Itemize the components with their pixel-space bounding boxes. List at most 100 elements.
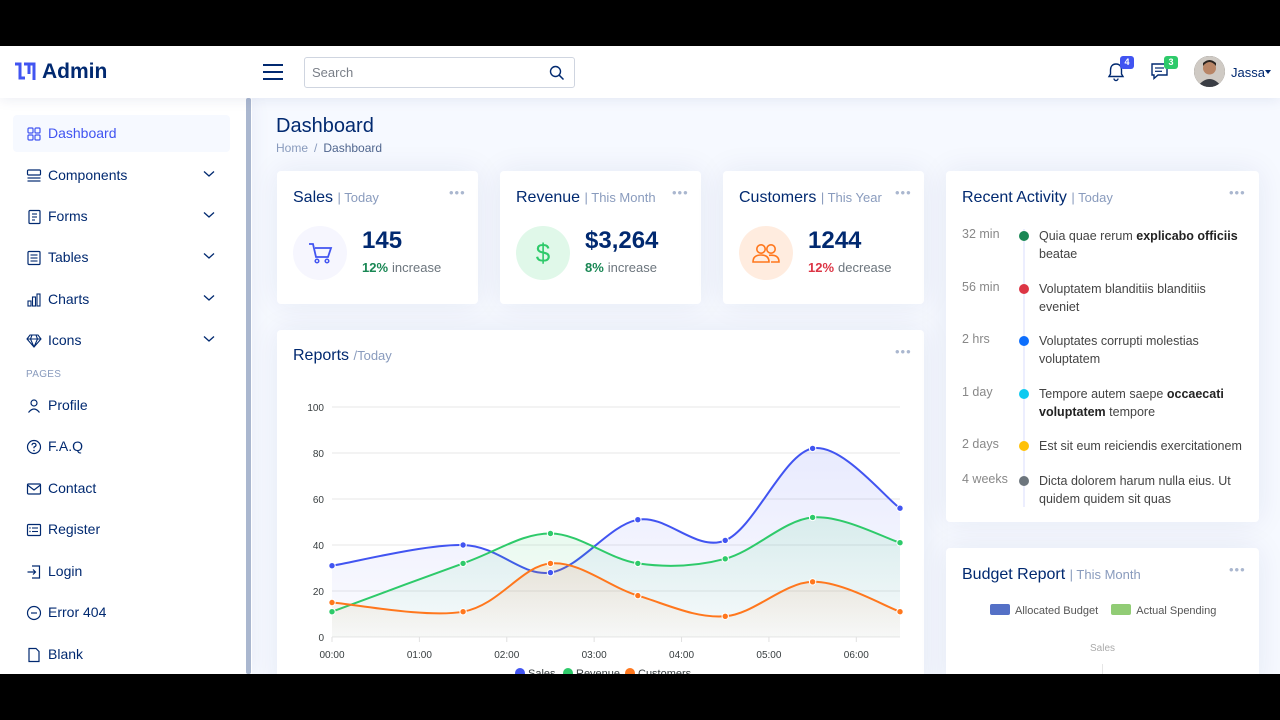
sidebar-item-forms[interactable]: Forms bbox=[13, 198, 230, 235]
card-title: Sales | Today bbox=[293, 189, 379, 206]
x-tick-label: 06:00 bbox=[844, 650, 869, 661]
more-options-icon[interactable]: ••• bbox=[449, 185, 466, 200]
card-title: Customers | This Year bbox=[739, 189, 882, 206]
legend-label-revenue: Revenue bbox=[576, 668, 620, 674]
sidebar-heading-pages: PAGES bbox=[26, 369, 62, 380]
chevron-down-icon bbox=[203, 171, 215, 177]
sidebar-item-tables[interactable]: Tables bbox=[13, 239, 230, 276]
sidebar-item-components[interactable]: Components bbox=[13, 157, 230, 194]
file-icon bbox=[28, 647, 40, 663]
more-options-icon[interactable]: ••• bbox=[1229, 185, 1246, 200]
logo[interactable]: Admin bbox=[14, 60, 107, 84]
sidebar-item-login[interactable]: Login bbox=[13, 553, 230, 590]
activity-text: Voluptates corrupti molestias voluptatem bbox=[1039, 334, 1199, 366]
sidebar-item-profile[interactable]: Profile bbox=[13, 387, 230, 424]
timeline-line bbox=[1023, 229, 1025, 507]
more-options-icon[interactable]: ••• bbox=[895, 185, 912, 200]
sidebar-item-dashboard[interactable]: Dashboard bbox=[13, 115, 230, 152]
currency-dollar-icon: $ bbox=[516, 226, 570, 280]
activity-text: Tempore autem saepe occaecati voluptatem… bbox=[1039, 387, 1224, 419]
data-point-customers bbox=[634, 591, 642, 600]
search-input[interactable] bbox=[305, 58, 541, 87]
data-point-sales bbox=[721, 536, 729, 545]
search-icon[interactable] bbox=[549, 65, 565, 81]
data-point-revenue bbox=[634, 559, 642, 568]
data-point-sales bbox=[459, 541, 467, 549]
sidebar-item-label: Contact bbox=[48, 480, 97, 496]
budget-report-card: Budget Report | This Month ••• Allocated… bbox=[946, 548, 1259, 674]
legend-marker-revenue bbox=[563, 668, 573, 674]
chevron-down-icon bbox=[203, 253, 215, 259]
bell-icon bbox=[1107, 63, 1125, 82]
user-name[interactable]: Jassa bbox=[1231, 65, 1265, 80]
series-area-customers bbox=[332, 563, 900, 637]
legend-label-customers: Customers bbox=[638, 668, 692, 674]
chevron-down-icon bbox=[203, 212, 215, 218]
envelope-icon bbox=[26, 483, 42, 495]
people-icon bbox=[739, 226, 793, 280]
data-point-revenue bbox=[721, 555, 729, 563]
activity-text: Quia quae rerum explicabo officiis beata… bbox=[1039, 229, 1238, 261]
sales-value: 145 bbox=[362, 227, 403, 254]
sidebar-item-error-404[interactable]: Error 404 bbox=[13, 594, 230, 631]
breadcrumb: Home / Dashboard bbox=[276, 141, 383, 155]
data-point-customers bbox=[546, 559, 555, 568]
menu-button-icon bbox=[26, 169, 42, 182]
data-point-customers bbox=[328, 598, 336, 607]
notifications-button[interactable]: 4 bbox=[1107, 56, 1134, 87]
caret-down-icon[interactable] bbox=[1265, 70, 1271, 74]
sidebar-item-register[interactable]: Register bbox=[13, 511, 230, 548]
chevron-down-icon bbox=[203, 336, 215, 342]
legend-label-sales: Sales bbox=[528, 668, 556, 674]
sidebar-item-label: Profile bbox=[48, 397, 88, 413]
notifications-badge: 4 bbox=[1120, 56, 1134, 69]
y-tick-label: 20 bbox=[313, 587, 325, 598]
sidebar-item-label: Icons bbox=[48, 332, 82, 348]
card-title: Revenue | This Month bbox=[516, 189, 656, 206]
sidebar-item-faq[interactable]: F.A.Q bbox=[13, 428, 230, 465]
card-title: Budget Report | This Month bbox=[962, 566, 1141, 583]
top-header: Admin 4 3 bbox=[0, 46, 1280, 98]
sidebar-item-label: Blank bbox=[48, 646, 84, 662]
avatar[interactable] bbox=[1194, 56, 1225, 87]
customers-card: Customers | This Year ••• 1244 12% decrea… bbox=[723, 171, 924, 304]
legend-marker-customers bbox=[625, 668, 635, 674]
reports-card: Reports /Today ••• 0 20 40 60 80 100 00:00 01:0… bbox=[277, 330, 924, 674]
sidebar-scrollbar[interactable] bbox=[246, 98, 251, 674]
activity-time: 2 days bbox=[962, 437, 999, 451]
data-point-sales bbox=[328, 562, 336, 570]
x-tick-label: 03:00 bbox=[582, 650, 607, 661]
y-tick-label: 80 bbox=[313, 449, 325, 460]
data-point-sales bbox=[896, 504, 904, 512]
sidebar-item-icons[interactable]: Icons bbox=[13, 322, 230, 359]
sidebar-toggle-icon[interactable] bbox=[263, 64, 283, 80]
sidebar-item-label: F.A.Q bbox=[48, 438, 84, 454]
main-content: Dashboard Home / Dashboard Sales | Today •… bbox=[252, 98, 1280, 674]
sidebar-item-contact[interactable]: Contact bbox=[13, 470, 230, 507]
sales-trend: 12% increase bbox=[362, 260, 442, 275]
gem-icon bbox=[26, 334, 42, 348]
breadcrumb-home[interactable]: Home bbox=[276, 141, 309, 155]
person-icon bbox=[28, 399, 40, 413]
legend-actual-spending[interactable]: Actual Spending bbox=[1111, 604, 1216, 617]
grid-icon bbox=[27, 127, 41, 141]
radar-axis-label: Sales bbox=[1089, 643, 1115, 654]
activity-time: 4 weeks bbox=[962, 472, 1008, 486]
activity-dot-icon bbox=[1019, 441, 1029, 451]
more-options-icon[interactable]: ••• bbox=[895, 344, 912, 359]
data-point-sales bbox=[634, 516, 642, 524]
card-title: Recent Activity | Today bbox=[962, 189, 1113, 206]
data-point-revenue bbox=[328, 608, 336, 616]
sidebar-item-blank[interactable]: Blank bbox=[13, 636, 230, 673]
sidebar-item-label: Forms bbox=[48, 208, 88, 224]
sidebar-item-label: Dashboard bbox=[48, 125, 117, 141]
data-point-customers bbox=[459, 608, 467, 616]
messages-button[interactable]: 3 bbox=[1150, 56, 1178, 86]
more-options-icon[interactable]: ••• bbox=[1229, 562, 1246, 577]
legend-allocated-budget[interactable]: Allocated Budget bbox=[990, 604, 1098, 617]
customers-value: 1244 bbox=[808, 227, 862, 254]
revenue-card: Revenue | This Month ••• $ $3,264 8% incr… bbox=[500, 171, 701, 304]
svg-text:$: $ bbox=[536, 238, 551, 268]
sidebar-item-charts[interactable]: Charts bbox=[13, 281, 230, 318]
more-options-icon[interactable]: ••• bbox=[672, 185, 689, 200]
